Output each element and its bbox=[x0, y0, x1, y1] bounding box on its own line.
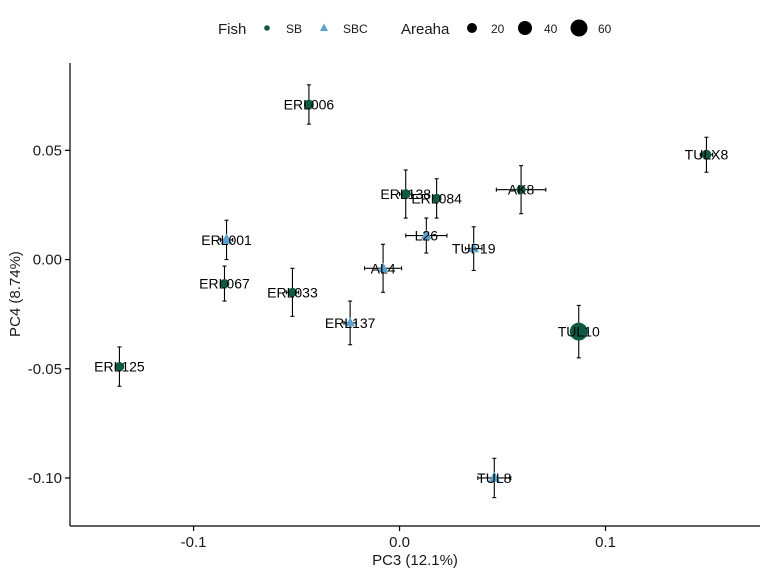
y-tick-label: -0.05 bbox=[28, 361, 62, 378]
point-label-erl001: ERL001 bbox=[201, 232, 252, 248]
x-tick-label: -0.1 bbox=[181, 534, 207, 551]
legend-size-20-label: 20 bbox=[491, 22, 505, 36]
x-ticks: -0.1 0.0 0.1 bbox=[181, 526, 616, 551]
point-erl137 bbox=[345, 317, 356, 327]
point-label-al4: AL4 bbox=[371, 260, 396, 276]
legend-size-60-icon bbox=[570, 19, 588, 37]
point-tul8 bbox=[488, 471, 501, 482]
point-erl067 bbox=[219, 278, 230, 289]
point-label-erl006: ERL006 bbox=[284, 96, 335, 112]
point-l26 bbox=[420, 229, 432, 240]
point-erl125 bbox=[114, 361, 125, 372]
point-label-tul8: TUL8 bbox=[477, 470, 511, 486]
data-points bbox=[114, 99, 712, 482]
legend: Fish SB SBC Areaha 20 40 60 bbox=[218, 19, 612, 38]
point-erl084 bbox=[432, 193, 442, 204]
legend-sb-label: SB bbox=[286, 22, 302, 36]
y-ticks: 0.05 0.00 -0.05 -0.10 bbox=[28, 142, 70, 487]
legend-sbc-label: SBC bbox=[343, 22, 368, 36]
legend-sb-circle-icon bbox=[264, 25, 270, 31]
point-tulx8 bbox=[701, 149, 712, 160]
point-tup19 bbox=[468, 242, 480, 253]
point-label-erl084: ERL084 bbox=[411, 190, 462, 206]
point-erl033 bbox=[287, 287, 298, 297]
y-axis-title: PC4 (8.74%) bbox=[7, 251, 24, 337]
point-erl001 bbox=[220, 233, 233, 244]
point-erl138 bbox=[400, 189, 411, 199]
point-al4 bbox=[377, 262, 389, 272]
point-ak8 bbox=[516, 185, 526, 195]
legend-sbc-triangle-icon bbox=[320, 23, 328, 31]
x-axis-title: PC3 (12.1%) bbox=[372, 552, 458, 569]
point-label-tul10: TUL10 bbox=[558, 324, 600, 340]
point-label-tup19: TUP19 bbox=[452, 241, 496, 257]
point-label-l26: L26 bbox=[415, 228, 439, 244]
legend-areaha-title: Areaha bbox=[401, 21, 450, 38]
legend-size-60-label: 60 bbox=[598, 22, 612, 36]
y-tick-label: -0.10 bbox=[28, 470, 62, 487]
legend-size-40-label: 40 bbox=[544, 22, 558, 36]
y-tick-label: 0.05 bbox=[33, 142, 62, 159]
point-label-tulx8: TULX8 bbox=[685, 147, 729, 163]
point-tul10 bbox=[569, 322, 588, 341]
point-label-erl137: ERL137 bbox=[325, 315, 376, 331]
legend-fish-title: Fish bbox=[218, 21, 246, 38]
point-erl006 bbox=[304, 99, 314, 110]
legend-size-20-icon bbox=[467, 23, 477, 33]
point-label-erl067: ERL067 bbox=[199, 276, 250, 292]
legend-size-40-icon bbox=[518, 21, 532, 35]
y-tick-label: 0.00 bbox=[33, 252, 62, 269]
point-label-erl138: ERL138 bbox=[380, 186, 431, 202]
point-label-erl125: ERL125 bbox=[94, 359, 145, 375]
point-label-erl033: ERL033 bbox=[267, 284, 318, 300]
x-tick-label: 0.1 bbox=[595, 534, 616, 551]
x-tick-label: 0.0 bbox=[389, 534, 410, 551]
point-label-ak8: AK8 bbox=[508, 182, 535, 198]
